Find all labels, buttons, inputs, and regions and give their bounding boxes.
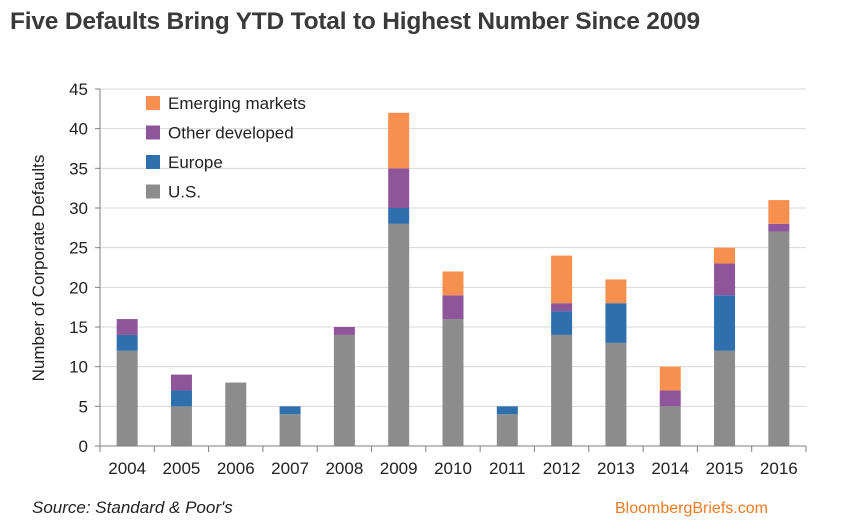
bar-segment-europe-2015 <box>714 295 736 351</box>
legend-label-europe: Europe <box>168 153 223 172</box>
legend-label-us: U.S. <box>168 183 201 202</box>
bar-segment-emerging_markets-2010 <box>442 271 464 296</box>
source-note: Source: Standard & Poor's <box>32 498 233 517</box>
y-tick-label: 30 <box>69 199 88 218</box>
bar-segment-other_developed-2016 <box>768 223 790 232</box>
bar-segment-us-2013 <box>605 342 627 446</box>
bar-segment-us-2014 <box>659 406 681 446</box>
bar-segment-emerging_markets-2015 <box>714 247 736 264</box>
x-tick-label: 2005 <box>163 459 201 478</box>
bar-segment-europe-2004 <box>116 334 138 351</box>
brand-logo-text: BloombergBriefs.com <box>615 500 768 517</box>
bar-segment-emerging_markets-2012 <box>551 255 573 304</box>
legend-swatch-europe <box>146 155 160 169</box>
bar-segment-europe-2011 <box>496 406 518 415</box>
x-tick-label: 2014 <box>651 459 689 478</box>
bar-segment-other_developed-2009 <box>388 168 410 208</box>
legend-swatch-us <box>146 184 160 199</box>
bar-segment-us-2008 <box>333 334 355 446</box>
bar-segment-europe-2009 <box>388 208 410 224</box>
bar-segment-emerging_markets-2016 <box>768 200 790 224</box>
bar-segment-emerging_markets-2014 <box>659 366 681 391</box>
bar-segment-us-2012 <box>551 334 573 446</box>
y-tick-label: 45 <box>69 80 88 99</box>
x-tick-label: 2013 <box>597 459 635 478</box>
bar-segment-us-2007 <box>279 414 301 446</box>
bar-segment-other_developed-2012 <box>551 303 573 312</box>
bar-segment-other_developed-2014 <box>659 390 681 407</box>
bar-segment-other_developed-2005 <box>170 374 192 391</box>
bar-segment-us-2011 <box>496 414 518 446</box>
y-tick-label: 0 <box>79 437 88 456</box>
y-tick-label: 25 <box>69 239 88 258</box>
bar-segment-us-2015 <box>714 350 736 446</box>
y-tick-label: 35 <box>69 159 88 178</box>
y-tick-label: 20 <box>69 278 88 297</box>
bar-segment-us-2004 <box>116 350 138 446</box>
bar-segment-europe-2012 <box>551 311 573 335</box>
x-tick-label: 2012 <box>543 459 581 478</box>
bar-segment-us-2010 <box>442 319 464 446</box>
x-tick-label: 2011 <box>489 459 526 478</box>
x-tick-label: 2015 <box>706 459 744 478</box>
x-tick-label: 2007 <box>271 459 309 478</box>
axes: 0 5 10 15 20 25 30 35 40 45 2004 2005 2006 2007 2008 20… <box>69 80 807 478</box>
legend-swatch-other_developed <box>146 125 160 140</box>
bar-segment-emerging_markets-2009 <box>388 112 410 169</box>
bar-segment-europe-2005 <box>170 390 192 407</box>
y-tick-label: 40 <box>69 120 88 139</box>
y-tick-label: 5 <box>79 397 88 416</box>
legend-label-emerging_markets: Emerging markets <box>168 94 306 113</box>
bars <box>116 112 790 446</box>
bar-segment-us-2009 <box>388 223 410 446</box>
x-tick-label: 2006 <box>217 459 255 478</box>
chart-title: Five Defaults Bring YTD Total to Highest… <box>10 8 700 35</box>
bar-segment-other_developed-2004 <box>116 319 138 335</box>
x-tick-label: 2008 <box>325 459 363 478</box>
bar-segment-us-2005 <box>170 406 192 446</box>
bar-segment-emerging_markets-2013 <box>605 279 627 304</box>
x-tick-label: 2004 <box>108 459 146 478</box>
x-tick-label: 2010 <box>434 459 472 478</box>
x-tick-label: 2009 <box>380 459 418 478</box>
y-tick-label: 15 <box>69 318 88 337</box>
bar-segment-other_developed-2010 <box>442 295 464 320</box>
bar-segment-us-2006 <box>225 382 247 446</box>
bar-segment-europe-2007 <box>279 406 301 415</box>
bar-segment-other_developed-2015 <box>714 263 736 296</box>
y-tick-label: 10 <box>69 358 88 377</box>
y-axis-label: Number of Corporate Defaults <box>29 155 48 382</box>
legend-label-other_developed: Other developed <box>168 124 294 143</box>
legend: Emerging markets Other developed Europe U.S… <box>146 94 306 202</box>
bar-segment-other_developed-2008 <box>333 327 355 335</box>
legend-swatch-emerging_markets <box>146 96 160 110</box>
x-tick-label: 2016 <box>760 459 798 478</box>
bar-segment-us-2016 <box>768 231 790 446</box>
bar-segment-europe-2013 <box>605 303 627 343</box>
